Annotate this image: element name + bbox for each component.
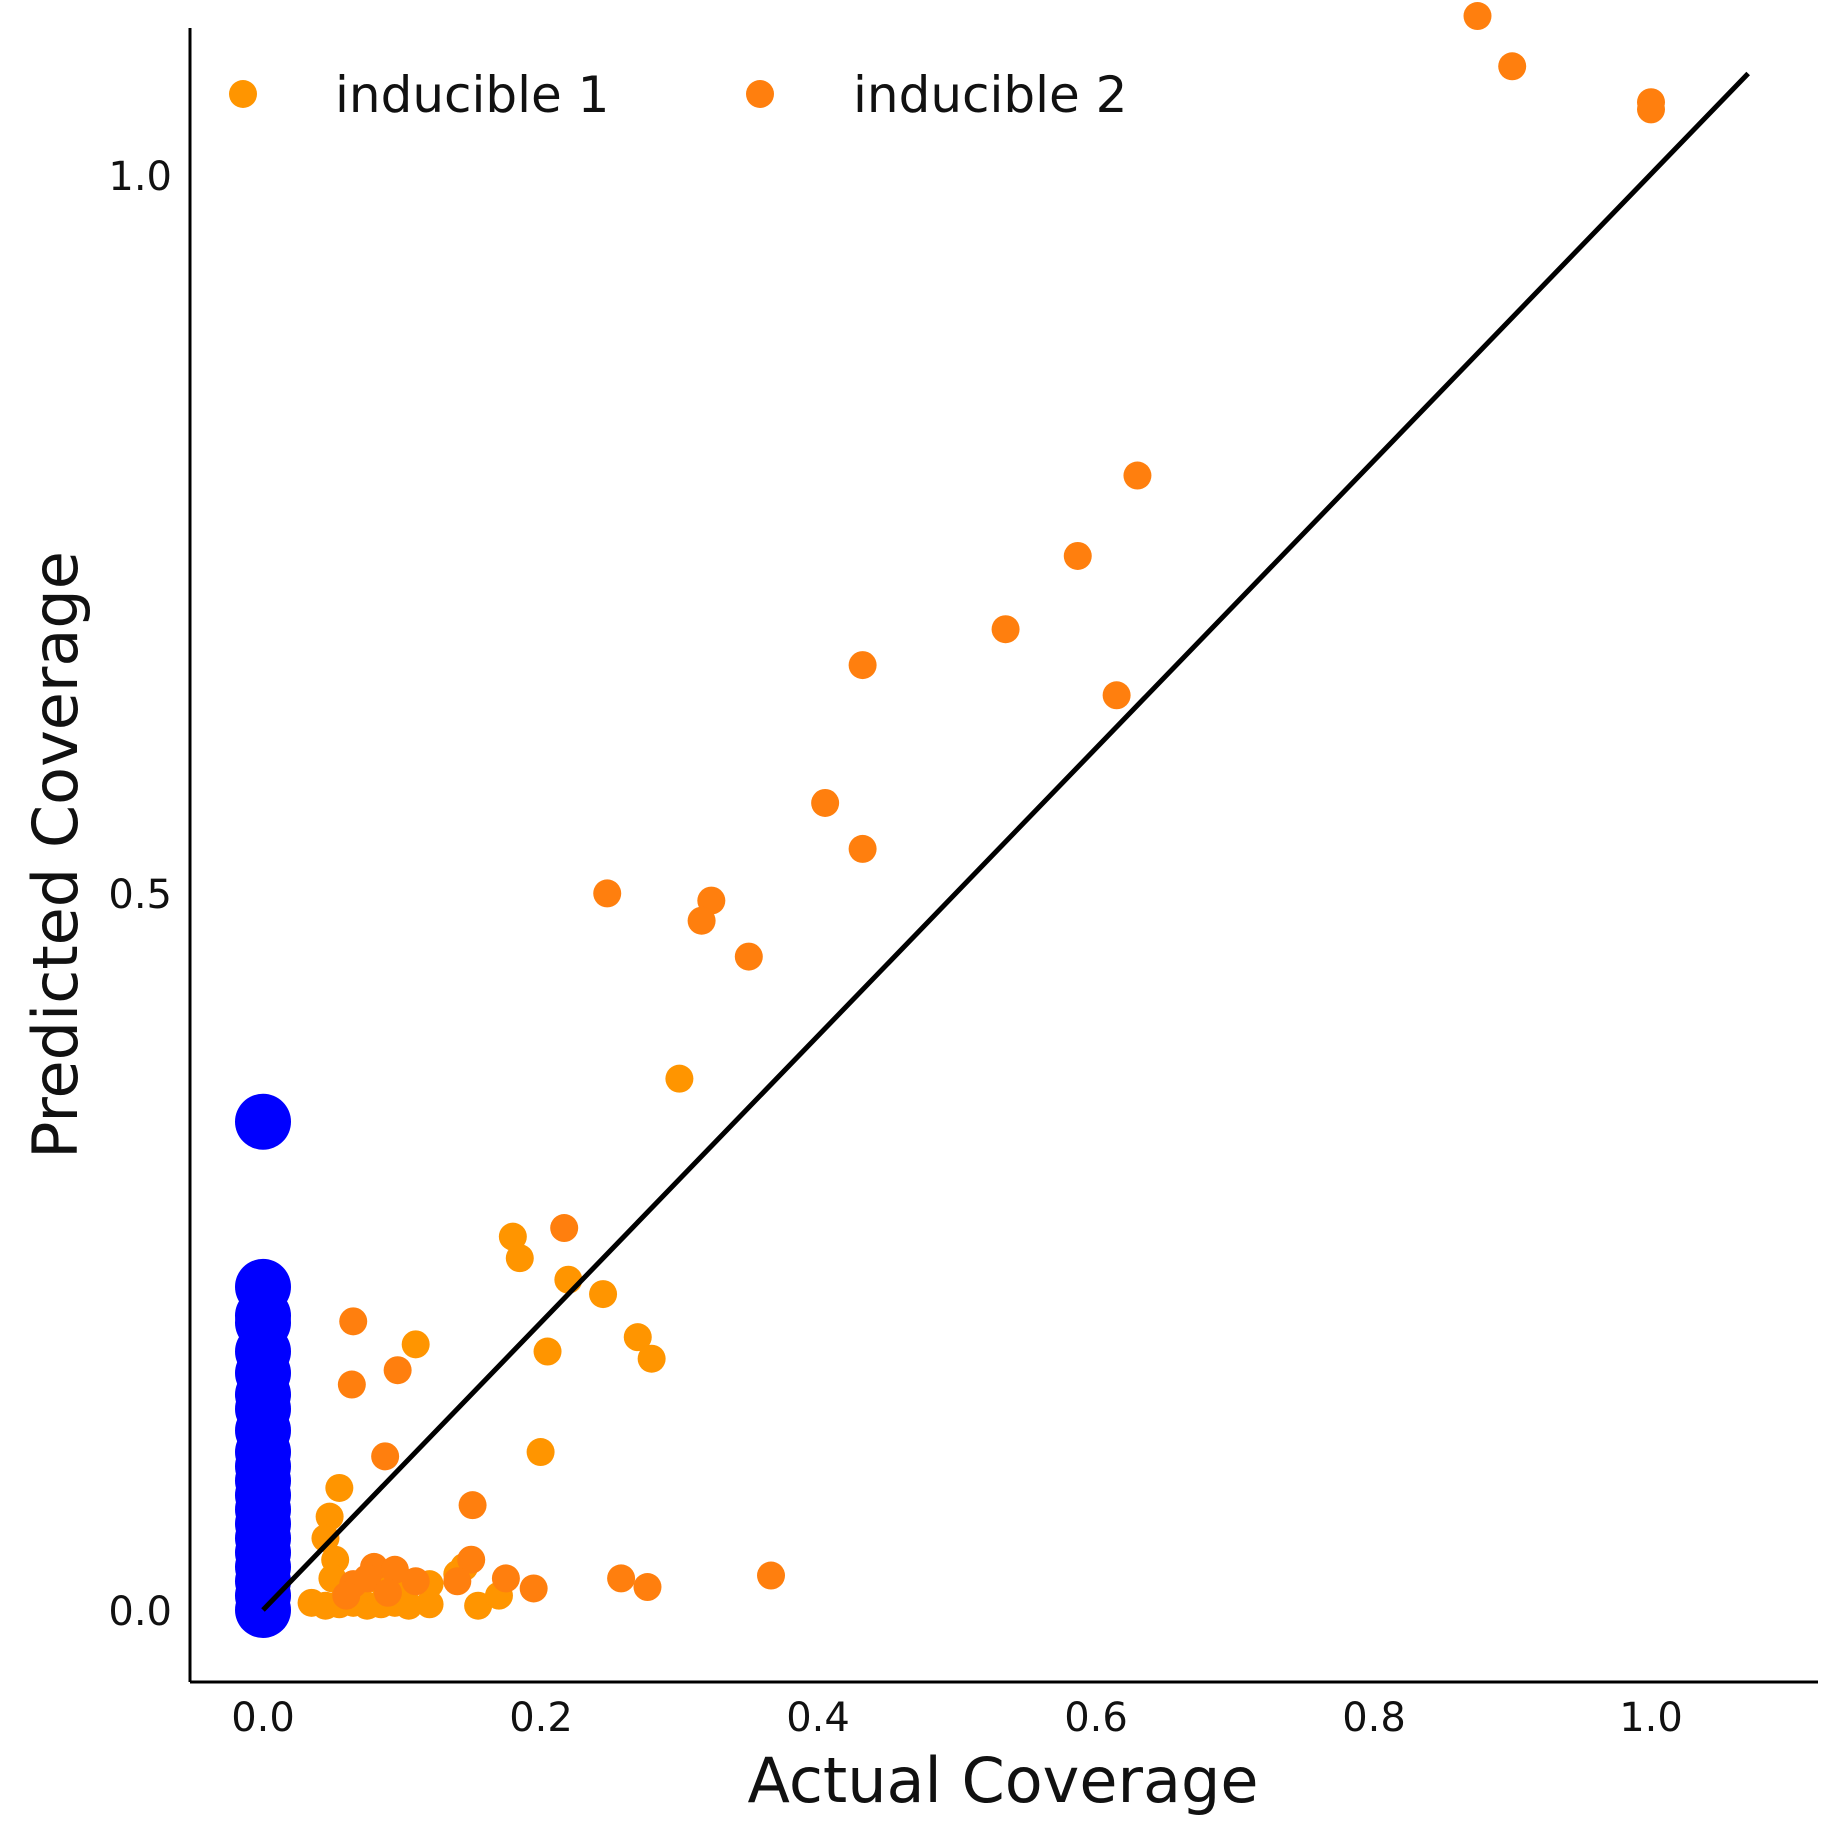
scatter-point [458,1491,487,1520]
scatter-point [848,834,877,863]
data-layer [235,2,1665,1638]
series-0 [297,1064,694,1620]
x-tick-labels: 0.0 0.2 0.4 0.6 0.8 1.0 [231,1695,1683,1741]
legend-label-inducible-1: inducible 1 [335,66,610,124]
scatter-point [311,1524,340,1553]
scatter-point [1123,461,1152,490]
scatter-point [325,1473,354,1502]
x-tick-label: 0.6 [1064,1695,1128,1741]
scatter-point [991,615,1020,644]
x-tick-label: 1.0 [1619,1695,1683,1741]
scatter-point [607,1564,636,1593]
scatter-point [394,1591,423,1620]
scatter-point [401,1330,430,1359]
scatter-point [623,1323,652,1352]
scatter-point [687,906,716,935]
scatter-point [1637,95,1665,124]
y-axis-title: Predicted Coverage [19,551,92,1159]
y-tick-labels: 0.0 0.5 1.0 [108,154,172,1635]
y-tick-label: 0.0 [108,1589,172,1635]
scatter-point [464,1591,493,1620]
scatter-point [443,1567,472,1596]
scatter-point [757,1561,786,1590]
scatter-point [1102,681,1131,710]
y-tick-label: 0.5 [108,872,172,918]
x-tick-label: 0.0 [231,1695,295,1741]
x-tick-label: 0.2 [509,1695,573,1741]
scatter-point [380,1555,409,1584]
y-tick-label: 1.0 [108,154,172,200]
scatter-point [665,1064,694,1093]
scatter-point [589,1280,618,1309]
scatter-point [383,1356,412,1385]
legend-marker-inducible-2 [746,80,774,108]
reference-layer [261,71,1750,1612]
scatter-point [457,1545,486,1574]
scatter-point [491,1564,520,1593]
scatter-point [505,1244,534,1273]
scatter-point [848,651,877,680]
scatter-point [734,942,763,971]
scatter-point [337,1370,366,1399]
scatter-point [339,1307,368,1336]
scatter-point [554,1265,583,1294]
x-axis-title: Actual Coverage [748,1744,1259,1817]
scatter-point [811,788,840,817]
scatter-point [315,1502,344,1531]
scatter-point [498,1222,527,1251]
scatter-point [373,1578,402,1607]
x-tick-label: 0.8 [1342,1695,1406,1741]
reference-line [261,71,1750,1612]
legend-marker-inducible-1 [229,80,257,108]
scatter-point [550,1214,579,1243]
legend-label-inducible-2: inducible 2 [853,66,1128,124]
scatter-point [1063,541,1092,570]
series-1 [332,2,1665,1610]
scatter-point [637,1344,666,1373]
scatter-point [235,1093,291,1150]
scatter-point [332,1581,361,1610]
x-tick-label: 0.4 [786,1695,850,1741]
scatter-point [415,1590,444,1619]
legend: inducible 1 inducible 2 [229,66,1128,124]
scatter-point [519,1574,548,1603]
scatter-point [526,1438,555,1467]
scatter-point [533,1337,562,1366]
scatter-point [593,879,622,908]
scatter-point [1498,52,1527,81]
series-2 [235,1093,291,1638]
scatter-point [371,1442,400,1471]
scatter-point [633,1573,662,1602]
scatter-point [1463,2,1492,31]
scatter-point [401,1567,430,1596]
